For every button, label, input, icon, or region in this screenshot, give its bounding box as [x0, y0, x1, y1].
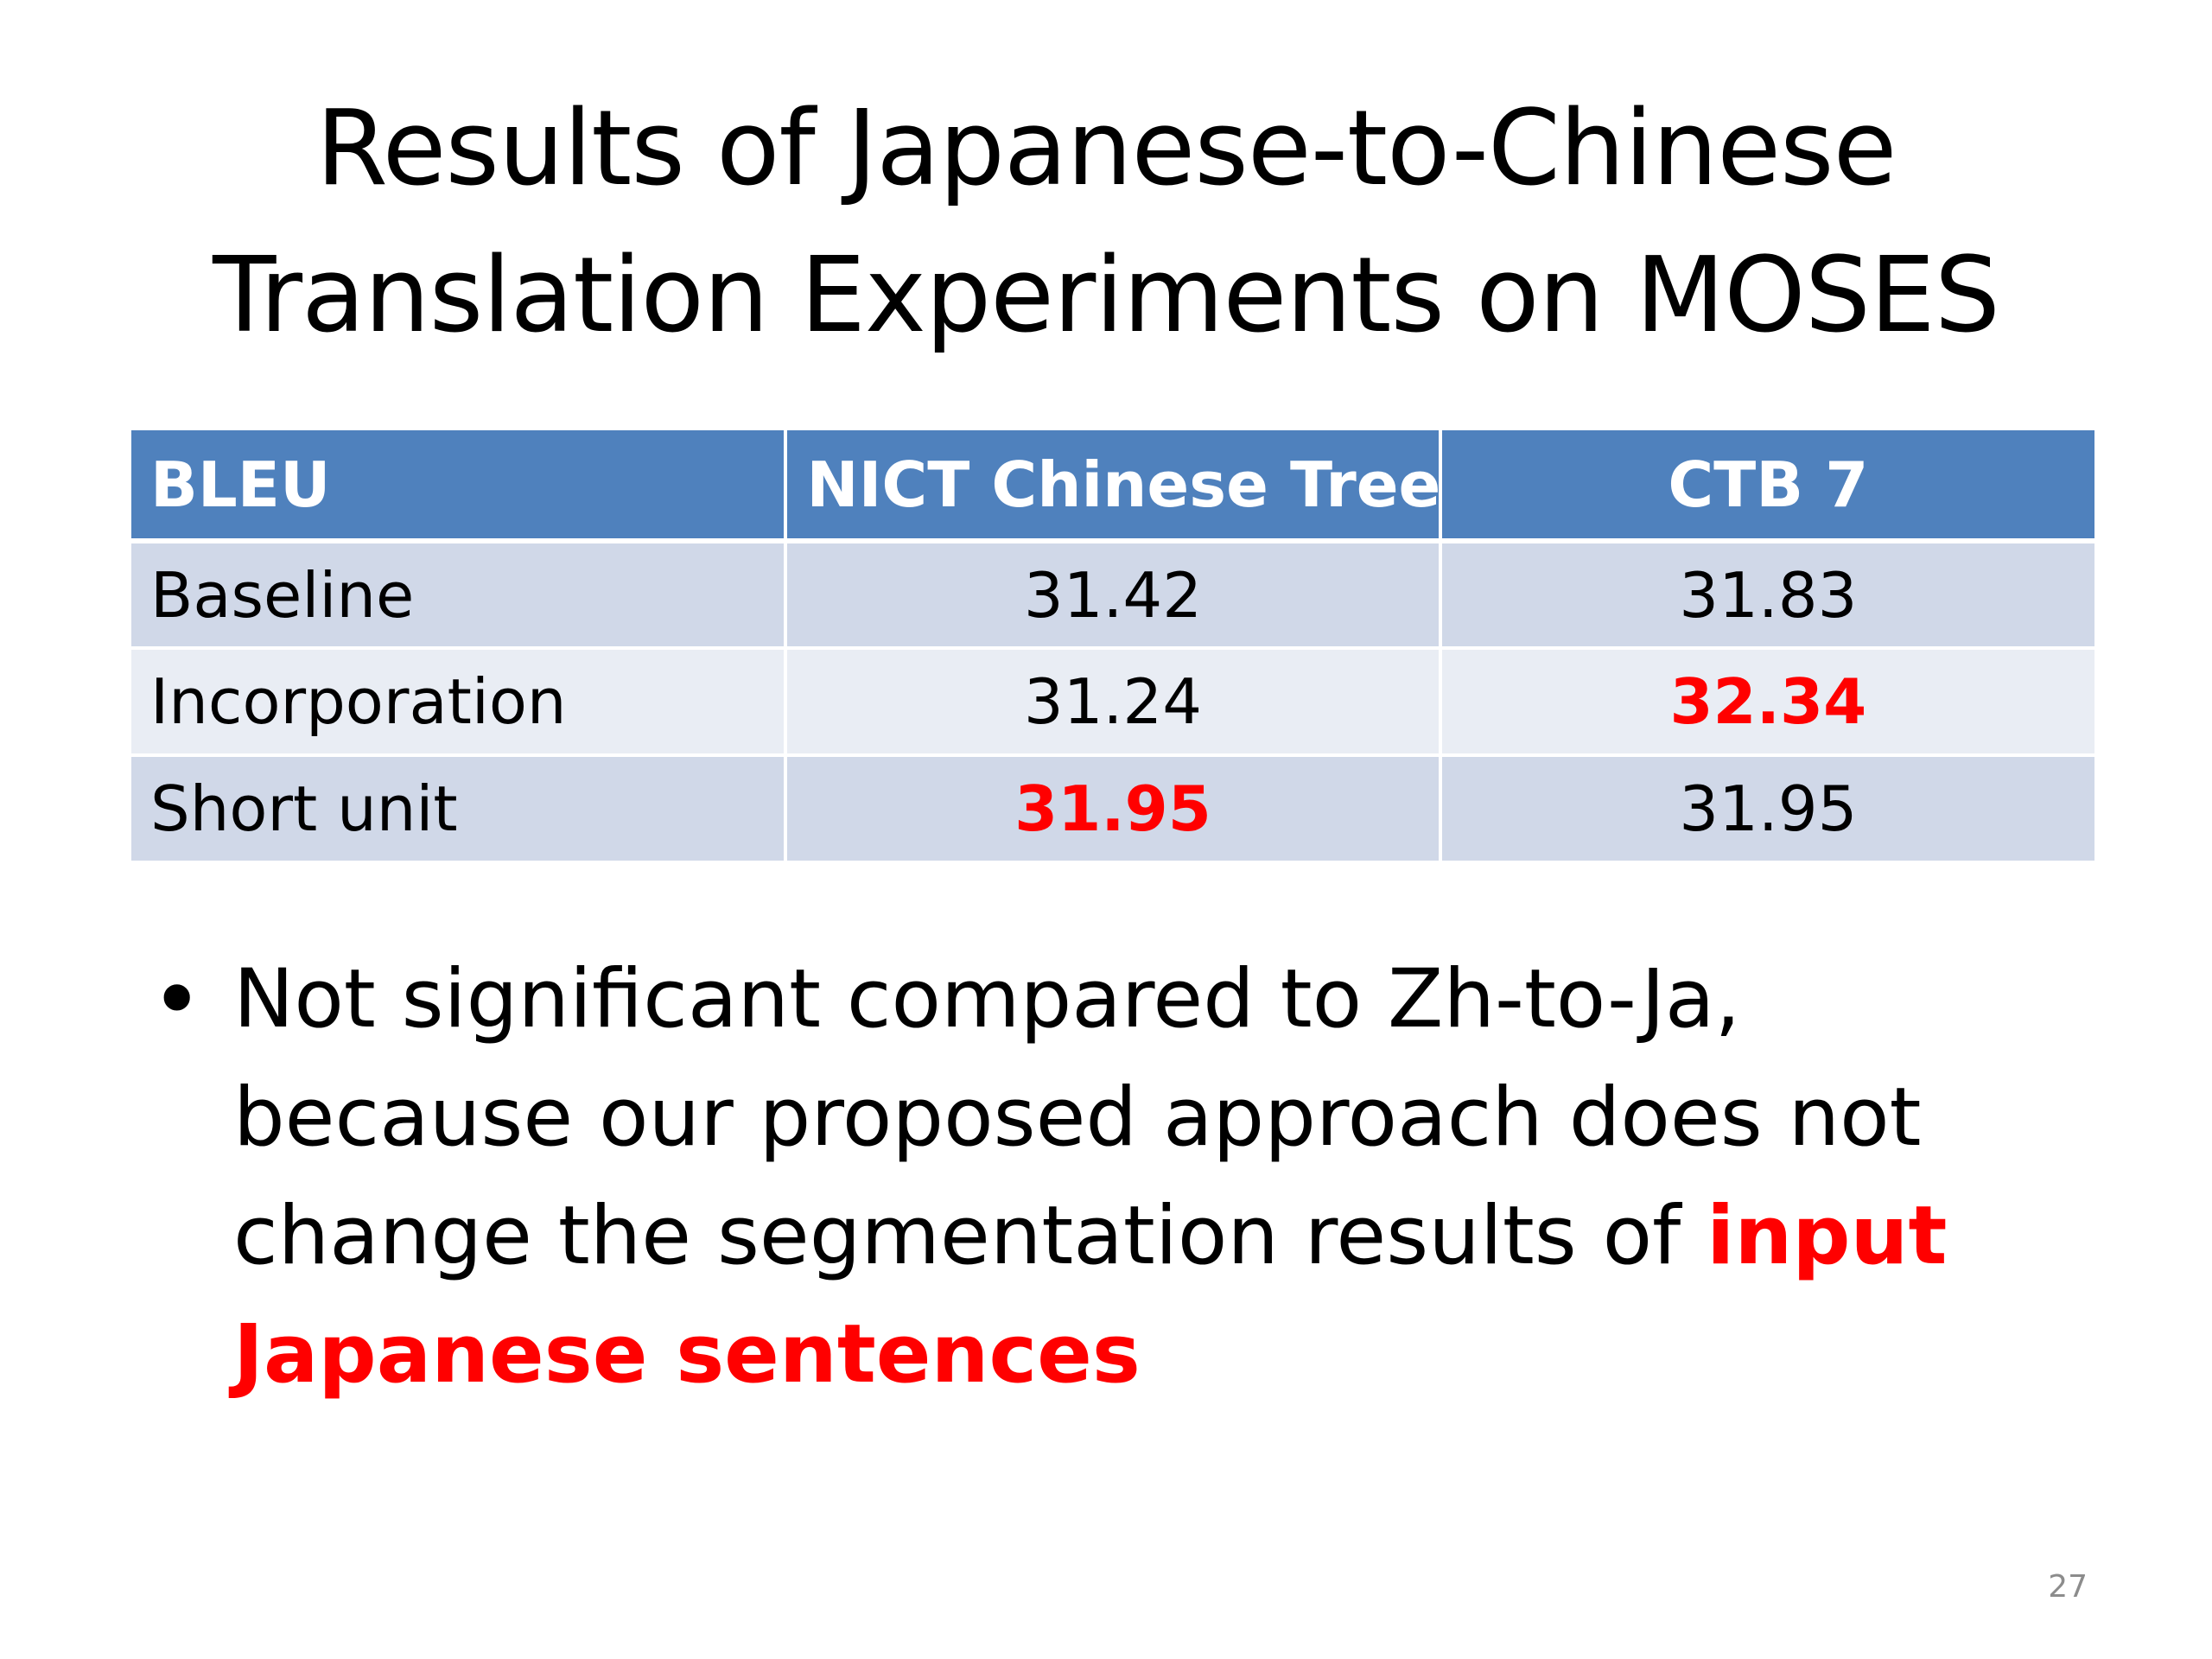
bullet-text-emphasis: input Japanese sentences — [233, 1189, 1948, 1402]
cell-short-unit-ctb7: 31.95 — [1440, 755, 2094, 864]
header-ctb7: CTB 7 — [1440, 430, 2094, 543]
cell-incorporation-ctb7: 32.34 — [1440, 648, 2094, 757]
bullet-text: Not significant compared to Zh-to-Ja, be… — [233, 940, 2091, 1414]
bullet-marker: • — [150, 947, 204, 1052]
table-row: Baseline 31.42 31.83 — [131, 541, 2094, 650]
row-label-baseline: Baseline — [131, 541, 788, 650]
slide-title-line-2: Translation Experiments on MOSES — [213, 236, 2000, 356]
bleu-results-table: BLEU NICT Chinese Treebank CTB 7 Baselin… — [131, 430, 2094, 864]
cell-short-unit-nict: 31.95 — [785, 755, 1442, 864]
table-row: Short unit 31.95 31.95 — [131, 755, 2094, 864]
header-nict-chinese-treebank: NICT Chinese Treebank — [785, 430, 1442, 543]
cell-baseline-nict: 31.42 — [785, 541, 1442, 650]
bullet-text-plain: Not significant compared to Zh-to-Ja, be… — [233, 952, 1922, 1283]
bullet-point: • Not significant compared to Zh-to-Ja, … — [138, 940, 2091, 1414]
slide-title: Results of Japanese-to-Chinese Translati… — [0, 76, 2212, 370]
slide-title-line-1: Results of Japanese-to-Chinese — [315, 89, 1897, 209]
table-header-row: BLEU NICT Chinese Treebank CTB 7 — [131, 430, 2094, 543]
page-number: 27 — [2048, 1569, 2088, 1605]
header-bleu: BLEU — [131, 430, 788, 543]
cell-incorporation-nict: 31.24 — [785, 648, 1442, 757]
cell-baseline-ctb7: 31.83 — [1440, 541, 2094, 650]
row-label-short-unit: Short unit — [131, 755, 788, 864]
table-row: Incorporation 31.24 32.34 — [131, 648, 2094, 757]
row-label-incorporation: Incorporation — [131, 648, 788, 757]
